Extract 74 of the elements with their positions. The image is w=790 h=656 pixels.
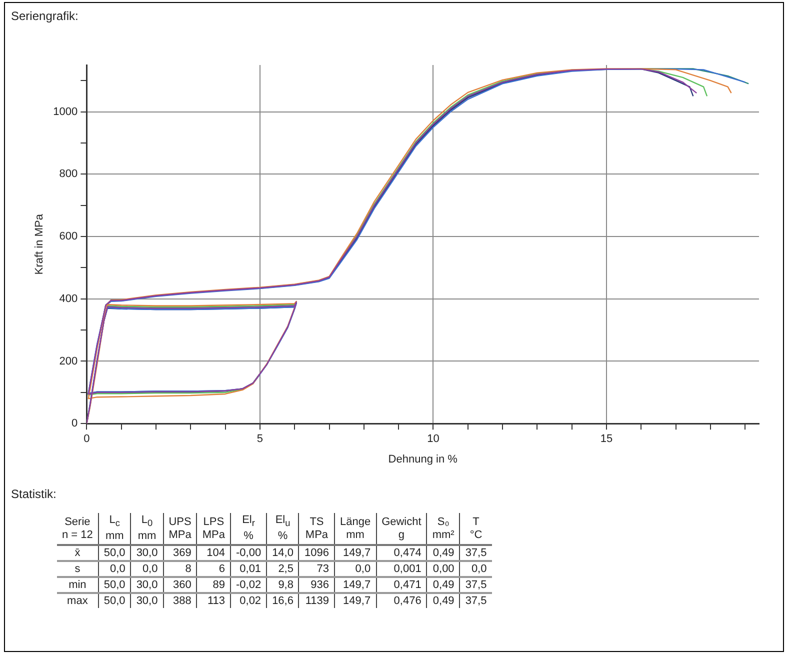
text: 0,0	[142, 563, 158, 576]
x-axis-title: Dehnung in %	[388, 453, 458, 466]
text: 16,6	[272, 595, 294, 608]
text: 0,00	[432, 563, 454, 576]
text: 30,0	[136, 595, 158, 608]
text: 37,5	[465, 595, 487, 608]
category-label: TS MPa	[298, 513, 334, 546]
text: 149,7	[343, 595, 371, 608]
y-tick-label: 600	[59, 230, 78, 243]
text: s	[74, 563, 80, 576]
y-tick-label: 0	[72, 418, 78, 430]
category-label: Länge mm	[334, 513, 376, 546]
text: 2,5	[278, 563, 294, 576]
text: 936	[310, 579, 329, 592]
category-label: L$_{c}$ mm	[98, 513, 131, 546]
category-label: T °C	[460, 513, 492, 546]
text: 37,5	[465, 547, 487, 560]
category-label: LPS MPa	[196, 513, 230, 546]
text: 113	[207, 595, 225, 608]
text: 30,0	[136, 579, 158, 592]
category-label: Gewicht g	[376, 513, 427, 546]
text: 149,7	[343, 579, 371, 592]
text: 0,474	[394, 547, 422, 560]
text: 0,0	[355, 563, 371, 576]
text: 1096	[304, 547, 329, 560]
text: x̄	[74, 547, 80, 560]
text: 30,0	[136, 547, 158, 560]
text: 89	[212, 579, 225, 592]
text: -0,00	[236, 547, 262, 560]
category-label: S₀ mm²	[426, 513, 460, 546]
category-label: UPS MPa	[163, 513, 197, 546]
text: 369	[173, 547, 192, 560]
text: 0,49	[432, 547, 454, 560]
text: 6	[218, 563, 225, 576]
x-tick-label: 10	[427, 433, 440, 446]
text: 9,8	[278, 579, 294, 592]
text: 0,49	[432, 595, 454, 608]
text: Statistik:	[11, 487, 56, 501]
text: 14,0	[272, 547, 294, 560]
text: 73	[316, 563, 329, 576]
category-label: El$_{u}$ %	[266, 513, 299, 546]
x-tick-label: 5	[256, 433, 264, 446]
text: 50,0	[104, 595, 126, 608]
y-tick-label: 1000	[53, 106, 78, 118]
y-tick-label: 800	[59, 168, 78, 180]
text: 0,0	[110, 563, 126, 576]
y-axis-title: Kraft in MPa	[34, 213, 46, 275]
text: 8	[185, 563, 192, 576]
category-label: Serie n = 12	[57, 513, 98, 546]
text: max	[67, 595, 88, 608]
text: 0,02	[240, 595, 262, 608]
text: 0,0	[471, 563, 487, 576]
chart-title: Seriengrafik:	[11, 9, 78, 23]
text: 388	[173, 595, 192, 608]
y-tick-label: 200	[59, 355, 78, 368]
category-label: El$_{r}$ %	[230, 513, 267, 546]
x-tick-label: 0	[84, 433, 90, 446]
text: 0,49	[432, 579, 454, 592]
text: 50,0	[104, 547, 126, 560]
x-tick-label: 15	[600, 433, 613, 446]
text: 360	[173, 579, 192, 592]
y-tick-label: 400	[59, 292, 78, 305]
text: 104	[206, 547, 225, 560]
text: 1139	[305, 595, 329, 608]
text: 0,01	[240, 563, 262, 576]
text: 0,001	[394, 563, 422, 576]
text: min	[68, 579, 86, 592]
category-label: L$_{0}$ mm	[130, 513, 164, 546]
text: 149,7	[343, 547, 371, 560]
text: 50,0	[104, 579, 126, 592]
text: 0,471	[394, 579, 422, 592]
text: 0,476	[394, 595, 422, 608]
text: -0,02	[236, 579, 262, 592]
text: 37,5	[465, 579, 487, 592]
